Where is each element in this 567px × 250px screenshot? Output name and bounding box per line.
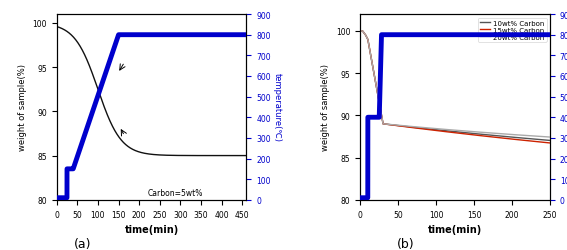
Text: (b): (b) bbox=[396, 238, 414, 250]
15wt% Carbon bbox=[448, 131, 455, 134]
Y-axis label: weight of sample(%): weight of sample(%) bbox=[321, 64, 331, 151]
20wt% Carbon bbox=[542, 136, 549, 139]
Line: 15wt% Carbon: 15wt% Carbon bbox=[360, 32, 550, 144]
15wt% Carbon bbox=[542, 142, 549, 144]
10wt% Carbon bbox=[459, 132, 466, 134]
20wt% Carbon bbox=[448, 129, 455, 132]
10wt% Carbon bbox=[542, 139, 549, 142]
10wt% Carbon bbox=[447, 130, 454, 133]
20wt% Carbon bbox=[447, 129, 454, 132]
15wt% Carbon bbox=[547, 142, 553, 145]
Line: 20wt% Carbon: 20wt% Carbon bbox=[360, 32, 550, 138]
Text: Carbon=5wt%: Carbon=5wt% bbox=[147, 188, 203, 198]
15wt% Carbon bbox=[513, 138, 519, 141]
10wt% Carbon bbox=[547, 139, 553, 142]
Line: 10wt% Carbon: 10wt% Carbon bbox=[360, 32, 550, 141]
20wt% Carbon bbox=[470, 130, 477, 134]
15wt% Carbon bbox=[470, 134, 477, 137]
10wt% Carbon bbox=[470, 132, 477, 136]
20wt% Carbon bbox=[547, 136, 553, 139]
15wt% Carbon bbox=[459, 132, 466, 136]
Y-axis label: weight of sample(%): weight of sample(%) bbox=[18, 64, 27, 151]
10wt% Carbon bbox=[448, 130, 455, 133]
X-axis label: time(min): time(min) bbox=[124, 224, 179, 234]
Text: (a): (a) bbox=[74, 238, 91, 250]
10wt% Carbon bbox=[357, 30, 363, 33]
10wt% Carbon bbox=[513, 136, 519, 140]
Y-axis label: temperature(℃): temperature(℃) bbox=[273, 73, 282, 142]
15wt% Carbon bbox=[357, 30, 363, 33]
20wt% Carbon bbox=[459, 130, 466, 133]
Legend: 10wt% Carbon, 15wt% Carbon, 20wt% Carbon: 10wt% Carbon, 15wt% Carbon, 20wt% Carbon bbox=[478, 18, 547, 42]
20wt% Carbon bbox=[513, 134, 519, 137]
20wt% Carbon bbox=[357, 30, 363, 33]
15wt% Carbon bbox=[447, 131, 454, 134]
X-axis label: time(min): time(min) bbox=[428, 224, 483, 234]
